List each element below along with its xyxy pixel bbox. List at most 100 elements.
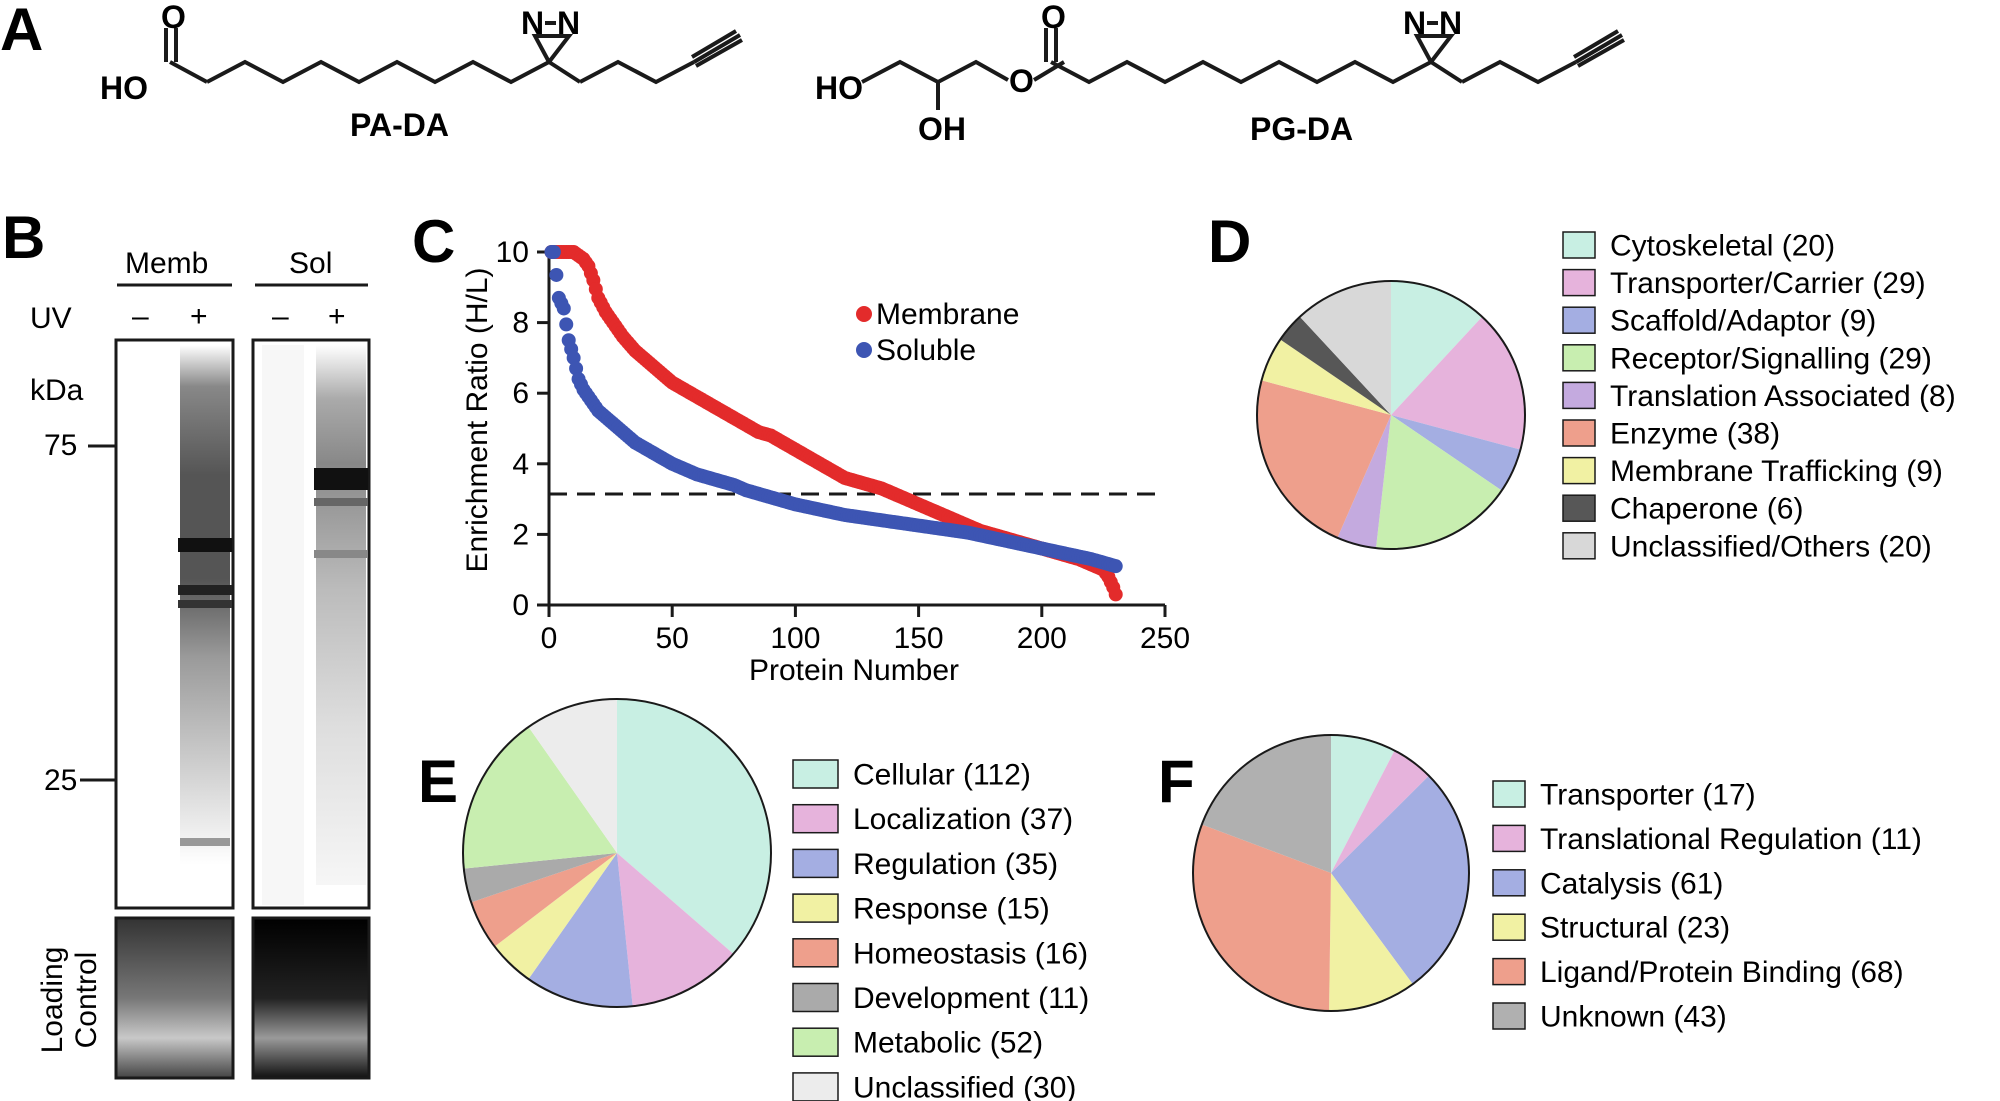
- c-soluble-point: [559, 317, 574, 332]
- gel-sol-band-3: [314, 550, 368, 558]
- c-legend-membrane: Membrane: [876, 298, 1019, 331]
- c-legend-soluble-marker: [856, 342, 872, 358]
- gel-memb-label: Memb: [125, 247, 208, 280]
- gel-sol-band-1: [314, 468, 368, 490]
- loading-control-label-1: Loading: [36, 947, 69, 1054]
- pg-atom-oh: OH: [918, 111, 966, 147]
- f-legend-label: Structural (23): [1540, 912, 1730, 945]
- d-legend-swatch: [1562, 456, 1596, 485]
- e-legend-label: Unclassified (30): [853, 1071, 1076, 1101]
- c-legend-membrane-marker: [856, 306, 872, 322]
- loading-control-sol: [251, 916, 371, 1080]
- f-slice: [1331, 775, 1470, 985]
- e-legend-swatch: [792, 803, 839, 834]
- gel-memb-plus: +: [190, 300, 208, 333]
- f-legend-label: Catalysis (61): [1540, 867, 1723, 900]
- c-membrane-point: [1108, 587, 1123, 602]
- c-x-tick-label: 100: [770, 622, 820, 655]
- gel-sol-lane-minus: [262, 345, 304, 905]
- c-soluble-point: [569, 361, 584, 376]
- e-outline: [462, 698, 772, 1008]
- d-legend-swatch: [1562, 268, 1596, 297]
- d-legend-swatch: [1562, 306, 1596, 334]
- c-x-tick-label: 0: [541, 622, 558, 655]
- gel-sol-lane-plus: [316, 345, 366, 885]
- c-y-axis-label: Enrichment Ratio (H/L): [461, 267, 494, 572]
- pa-atom-ho: HO: [100, 70, 148, 106]
- f-legend-swatch: [1492, 957, 1526, 986]
- d-legend-swatch: [1562, 381, 1596, 410]
- d-slice: [1337, 415, 1391, 549]
- f-slice: [1201, 735, 1331, 873]
- panel-label-c: C: [412, 208, 455, 275]
- e-slice: [463, 726, 617, 869]
- f-legend-swatch: [1492, 913, 1526, 941]
- e-legend-swatch: [792, 848, 839, 879]
- pa-da-structure: [164, 28, 743, 85]
- e-slice: [494, 853, 617, 980]
- c-y-tick-label: 0: [512, 589, 529, 622]
- d-legend-label: Enzyme (38): [1610, 418, 1780, 451]
- e-legend-label: Metabolic (52): [853, 1027, 1043, 1060]
- f-legend-swatch: [1492, 824, 1526, 853]
- f-outline: [1192, 734, 1470, 1012]
- d-legend-label: Receptor/Signalling (29): [1610, 342, 1932, 375]
- panel-label-a: A: [0, 0, 43, 63]
- legend-e: Cellular (112) Localization (37) Regulatio…: [792, 759, 1089, 1101]
- gel-memb-band-3: [178, 600, 232, 608]
- c-soluble-point: [549, 267, 564, 282]
- e-legend-label: Regulation (35): [853, 848, 1058, 881]
- pa-atom-o: O: [161, 0, 186, 35]
- pie-d: [1256, 280, 1526, 550]
- f-slice: [1331, 750, 1429, 873]
- loading-control-memb: [114, 916, 235, 1080]
- d-slice: [1375, 415, 1502, 549]
- e-slice: [471, 853, 617, 947]
- panel-label-b: B: [2, 204, 45, 271]
- e-legend-swatch: [792, 759, 839, 789]
- d-legend-swatch: [1562, 344, 1596, 372]
- c-legend-soluble: Soluble: [876, 334, 976, 367]
- pg-atom-n-right: N: [1439, 5, 1462, 41]
- gel-memb-band-1: [178, 538, 232, 552]
- c-y-ticks: 0 2 4 6 8 10: [496, 236, 549, 622]
- d-slice: [1391, 281, 1483, 415]
- f-legend-label: Translational Regulation (11): [1540, 823, 1922, 856]
- e-slice: [528, 699, 617, 853]
- e-legend-label: Localization (37): [853, 803, 1073, 836]
- panel-label-f: F: [1158, 748, 1195, 815]
- f-legend-swatch: [1492, 1002, 1526, 1030]
- c-soluble-series: [544, 245, 1123, 574]
- c-soluble-point: [546, 245, 561, 259]
- c-x-tick-label: 50: [656, 622, 689, 655]
- e-slice: [528, 853, 633, 1007]
- d-legend-label: Scaffold/Adaptor (9): [1610, 305, 1876, 338]
- legend-f: Transporter (17) Translational Regulation…: [1492, 779, 1922, 1034]
- gel-sol-label: Sol: [289, 247, 332, 280]
- gel-uv-label: UV: [30, 302, 72, 335]
- legend-d: Cytoskeletal (20) Transporter/Carrier (29…: [1562, 230, 1956, 563]
- e-legend-label: Cellular (112): [853, 759, 1031, 792]
- c-membrane-series: [544, 245, 1123, 602]
- pa-atom-n-left: N: [521, 5, 544, 41]
- e-legend-swatch: [792, 1072, 839, 1101]
- e-legend-label: Response (15): [853, 893, 1050, 926]
- f-legend-swatch: [1492, 780, 1526, 808]
- c-y-tick-label: 6: [512, 377, 529, 410]
- c-x-tick-label: 200: [1017, 622, 1067, 655]
- f-legend-label: Unknown (43): [1540, 1001, 1727, 1034]
- gel-memb-minus: –: [132, 300, 149, 333]
- pg-atom-ho: HO: [815, 70, 863, 106]
- loading-control-label-2: Control: [70, 952, 103, 1049]
- pie-f: [1192, 734, 1470, 1012]
- e-legend-label: Homeostasis (16): [853, 937, 1088, 970]
- f-slice: [1329, 873, 1413, 1012]
- c-y-tick-label: 10: [496, 236, 529, 269]
- panel-label-e: E: [418, 748, 458, 815]
- d-slice: [1280, 316, 1391, 415]
- gel-marker-75: 75: [44, 429, 77, 462]
- c-x-ticks: 0 50 100 150 200 250: [541, 605, 1190, 655]
- e-slice: [463, 853, 617, 903]
- d-legend-label: Unclassified/Others (20): [1610, 530, 1932, 563]
